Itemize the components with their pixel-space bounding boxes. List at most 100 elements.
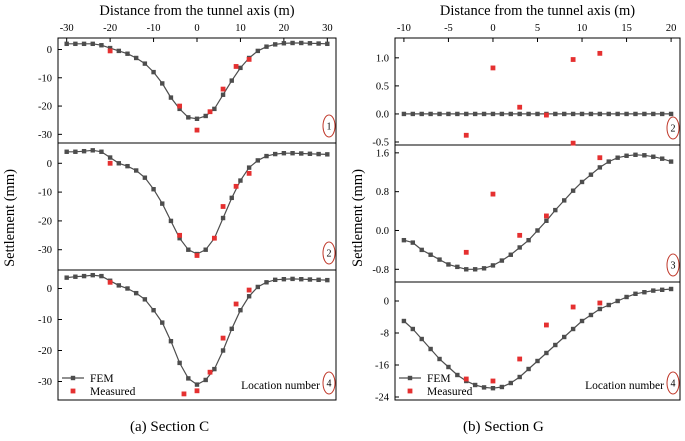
fem-point	[579, 111, 585, 117]
fem-point	[316, 277, 321, 283]
location-number: 3	[671, 261, 676, 272]
measured-point	[107, 48, 113, 54]
x-tick-label: 0	[490, 23, 495, 34]
fem-point	[107, 155, 113, 160]
legend-location-label: Location number	[241, 380, 320, 392]
location-badge	[666, 371, 680, 395]
fem-point	[272, 277, 278, 283]
fem-point	[307, 151, 313, 156]
measured-point	[597, 300, 603, 306]
fem-point	[570, 188, 576, 193]
location-badge	[666, 253, 680, 277]
fem-point	[73, 149, 78, 154]
measured-point	[463, 249, 469, 255]
fem-point	[107, 45, 113, 51]
fem-point	[99, 43, 104, 48]
fem-point	[299, 151, 304, 156]
measured-point	[246, 170, 252, 176]
measured-point	[194, 127, 200, 133]
fem-point	[597, 165, 603, 170]
fem-point	[299, 277, 304, 282]
measured-point	[246, 287, 252, 293]
measured-point	[463, 132, 469, 138]
x-tick-label: 10	[235, 23, 246, 34]
fem-point	[588, 312, 594, 318]
measured-point	[570, 57, 576, 62]
fem-point	[428, 346, 433, 352]
fem-point	[508, 111, 513, 117]
y-tick-label: -24	[375, 393, 390, 404]
measured-point	[246, 56, 252, 62]
fem-point	[272, 151, 278, 157]
fem-line	[66, 149, 328, 255]
fem-point	[99, 273, 104, 279]
y-tick-label: 0	[384, 297, 389, 308]
fem-point	[562, 111, 567, 117]
fem-line	[66, 274, 328, 386]
fem-point	[455, 372, 460, 378]
fem-point	[238, 308, 243, 313]
y-tick-label: -8	[380, 329, 389, 340]
fem-point	[597, 306, 603, 312]
fem-point	[168, 218, 174, 224]
fem-point	[316, 41, 321, 46]
measured-point	[544, 112, 549, 118]
y-tick-label: -20	[38, 216, 52, 227]
fem-point	[526, 237, 531, 243]
fem-point	[281, 151, 287, 156]
x-tick-label: 10	[577, 23, 588, 34]
measured-point	[490, 191, 496, 197]
fem-point	[668, 111, 674, 117]
y-tick-label: -20	[38, 346, 52, 357]
legend-location-label: Location number	[585, 380, 664, 392]
y-tick-label: 1.0	[376, 53, 389, 64]
fem-point	[544, 350, 549, 356]
fem-point	[99, 149, 104, 154]
y-tick-label: -20	[38, 102, 52, 113]
measured-point	[490, 65, 496, 71]
fem-point	[499, 258, 505, 263]
y-axis-title: Settlement (mm)	[2, 169, 18, 267]
fem-point	[203, 113, 208, 119]
measured-point	[233, 183, 239, 189]
fem-point	[90, 272, 95, 278]
fem-point	[455, 111, 460, 117]
measured-point	[570, 304, 576, 310]
fem-point	[472, 382, 478, 388]
fem-point	[633, 111, 638, 117]
fem-point	[203, 247, 208, 252]
caption-section-g: (b) Section G	[463, 419, 544, 435]
fem-point	[125, 286, 130, 291]
location-badge	[322, 114, 336, 138]
location-badge	[322, 371, 336, 395]
fem-point	[544, 218, 549, 223]
fem-point	[64, 275, 69, 280]
measured-point	[490, 378, 496, 384]
measured-point	[233, 64, 239, 69]
x-tick-label: -5	[444, 23, 453, 34]
x-tick-label: 30	[322, 23, 333, 34]
fem-point	[562, 334, 567, 340]
measured-point	[220, 86, 226, 92]
fem-point	[264, 44, 269, 49]
fem-point	[490, 386, 496, 391]
fem-point	[642, 290, 647, 295]
fem-point	[642, 153, 647, 158]
fem-point	[437, 111, 442, 117]
measured-point	[207, 109, 213, 115]
fem-point	[116, 283, 122, 288]
fem-point	[481, 266, 487, 271]
fem-point	[481, 111, 487, 117]
y-tick-label: -10	[38, 73, 52, 84]
fem-point	[255, 158, 261, 163]
fem-point	[553, 342, 558, 348]
measured-point	[570, 140, 576, 146]
x-tick-label: -30	[60, 23, 74, 34]
location-number: 1	[327, 122, 332, 133]
y-tick-label: 0	[47, 45, 52, 56]
fem-point	[419, 247, 424, 253]
measured-point	[233, 301, 239, 307]
measured-point	[597, 155, 603, 161]
fem-point	[428, 252, 433, 257]
fem-point	[526, 366, 531, 372]
